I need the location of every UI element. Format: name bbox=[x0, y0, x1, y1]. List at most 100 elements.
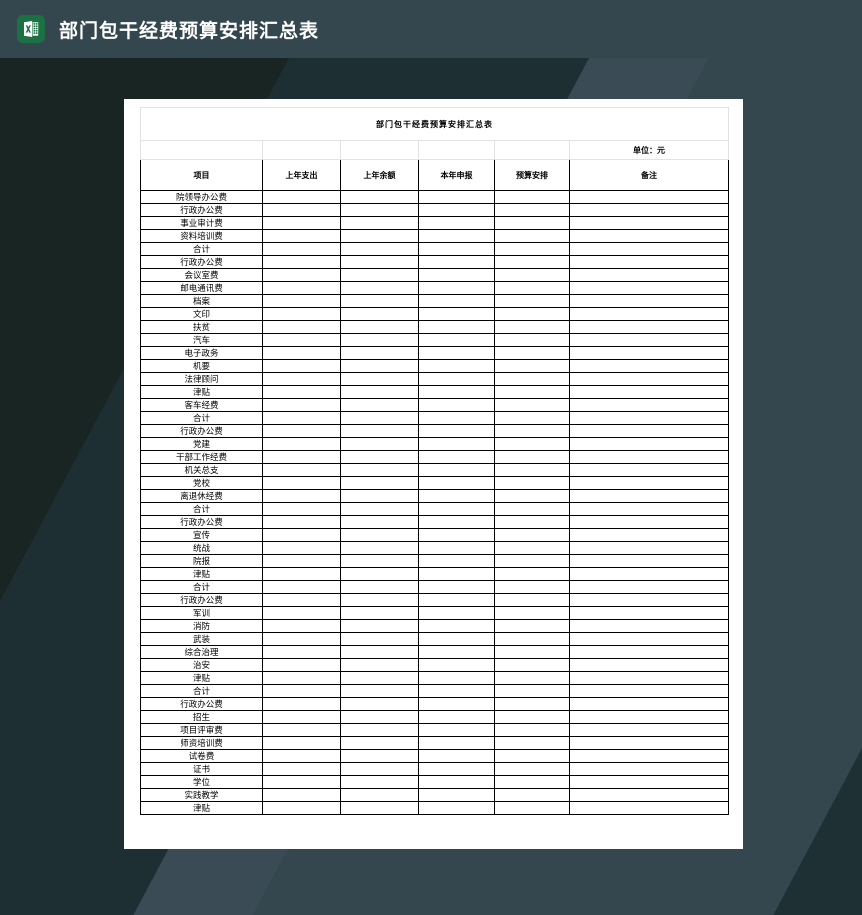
cell-item[interactable]: 宣传 bbox=[140, 528, 263, 542]
cell-y1[interactable] bbox=[262, 268, 341, 282]
cell-item[interactable]: 行政办公费 bbox=[140, 424, 263, 438]
cell-item[interactable]: 院报 bbox=[140, 554, 263, 568]
cell-y1[interactable] bbox=[262, 528, 341, 542]
cell-y1[interactable] bbox=[262, 619, 341, 633]
cell-note[interactable] bbox=[568, 489, 730, 503]
cell-y2[interactable] bbox=[340, 229, 419, 243]
cell-y2[interactable] bbox=[340, 541, 419, 555]
cell-note[interactable] bbox=[568, 515, 730, 529]
table-row[interactable]: 机关总支 bbox=[140, 463, 730, 477]
cell-y4[interactable] bbox=[494, 658, 570, 672]
cell-note[interactable] bbox=[568, 255, 730, 269]
cell-y1[interactable] bbox=[262, 216, 341, 230]
cell-item[interactable]: 治安 bbox=[140, 658, 263, 672]
cell-item[interactable]: 试卷费 bbox=[140, 749, 263, 763]
cell-y3[interactable] bbox=[418, 190, 495, 204]
cell-y1[interactable] bbox=[262, 476, 341, 490]
table-row[interactable]: 津贴 bbox=[140, 567, 730, 581]
cell-item[interactable]: 党建 bbox=[140, 437, 263, 451]
cell-y1[interactable] bbox=[262, 580, 341, 594]
cell-y4[interactable] bbox=[494, 632, 570, 646]
cell-item[interactable]: 军训 bbox=[140, 606, 263, 620]
table-row[interactable]: 合计 bbox=[140, 580, 730, 594]
table-row[interactable]: 合计 bbox=[140, 242, 730, 256]
cell-note[interactable] bbox=[568, 307, 730, 321]
cell-y4[interactable] bbox=[494, 463, 570, 477]
cell-y4[interactable] bbox=[494, 580, 570, 594]
cell-item[interactable]: 行政办公费 bbox=[140, 255, 263, 269]
cell-item[interactable]: 档案 bbox=[140, 294, 263, 308]
cell-item[interactable]: 会议室费 bbox=[140, 268, 263, 282]
cell-note[interactable] bbox=[568, 541, 730, 555]
cell-y4[interactable] bbox=[494, 281, 570, 295]
table-row[interactable]: 机要 bbox=[140, 359, 730, 373]
cell-item[interactable]: 武装 bbox=[140, 632, 263, 646]
cell-y3[interactable] bbox=[418, 567, 495, 581]
cell-note[interactable] bbox=[568, 281, 730, 295]
cell-y4[interactable] bbox=[494, 190, 570, 204]
table-row[interactable]: 证书 bbox=[140, 762, 730, 776]
cell-y4[interactable] bbox=[494, 385, 570, 399]
cell-item[interactable]: 津贴 bbox=[140, 567, 263, 581]
cell-y4[interactable] bbox=[494, 320, 570, 334]
cell-y2[interactable] bbox=[340, 333, 419, 347]
cell-item[interactable]: 机要 bbox=[140, 359, 263, 373]
cell-y1[interactable] bbox=[262, 372, 341, 386]
cell-note[interactable] bbox=[568, 554, 730, 568]
table-row[interactable]: 合计 bbox=[140, 411, 730, 425]
cell-y4[interactable] bbox=[494, 294, 570, 308]
cell-y3[interactable] bbox=[418, 801, 495, 815]
cell-y4[interactable] bbox=[494, 242, 570, 256]
cell-y3[interactable] bbox=[418, 268, 495, 282]
cell-note[interactable] bbox=[568, 593, 730, 607]
cell-y3[interactable] bbox=[418, 320, 495, 334]
cell-y1[interactable] bbox=[262, 723, 341, 737]
cell-note[interactable] bbox=[568, 372, 730, 386]
cell-y2[interactable] bbox=[340, 684, 419, 698]
table-row[interactable]: 项目评审费 bbox=[140, 723, 730, 737]
cell-y2[interactable] bbox=[340, 242, 419, 256]
table-row[interactable]: 档案 bbox=[140, 294, 730, 308]
cell-y3[interactable] bbox=[418, 398, 495, 412]
cell-y2[interactable] bbox=[340, 528, 419, 542]
cell-y3[interactable] bbox=[418, 736, 495, 750]
cell-y2[interactable] bbox=[340, 424, 419, 438]
table-row[interactable]: 客车经费 bbox=[140, 398, 730, 412]
cell-y4[interactable] bbox=[494, 437, 570, 451]
cell-y3[interactable] bbox=[418, 515, 495, 529]
cell-note[interactable] bbox=[568, 528, 730, 542]
cell-y4[interactable] bbox=[494, 424, 570, 438]
cell-y1[interactable] bbox=[262, 190, 341, 204]
cell-y1[interactable] bbox=[262, 593, 341, 607]
table-row[interactable]: 电子政务 bbox=[140, 346, 730, 360]
cell-note[interactable] bbox=[568, 333, 730, 347]
cell-y3[interactable] bbox=[418, 528, 495, 542]
cell-y4[interactable] bbox=[494, 775, 570, 789]
table-row[interactable]: 行政办公费 bbox=[140, 697, 730, 711]
cell-item[interactable]: 统战 bbox=[140, 541, 263, 555]
cell-y1[interactable] bbox=[262, 242, 341, 256]
cell-y3[interactable] bbox=[418, 593, 495, 607]
cell-y4[interactable] bbox=[494, 697, 570, 711]
cell-y2[interactable] bbox=[340, 281, 419, 295]
cell-note[interactable] bbox=[568, 294, 730, 308]
table-row[interactable]: 合计 bbox=[140, 502, 730, 516]
cell-item[interactable]: 邮电通讯费 bbox=[140, 281, 263, 295]
cell-y3[interactable] bbox=[418, 710, 495, 724]
cell-y2[interactable] bbox=[340, 775, 419, 789]
cell-item[interactable]: 离退休经费 bbox=[140, 489, 263, 503]
cell-item[interactable]: 扶贫 bbox=[140, 320, 263, 334]
cell-note[interactable] bbox=[568, 671, 730, 685]
cell-note[interactable] bbox=[568, 580, 730, 594]
cell-note[interactable] bbox=[568, 801, 730, 815]
cell-y4[interactable] bbox=[494, 333, 570, 347]
cell-note[interactable] bbox=[568, 437, 730, 451]
table-row[interactable]: 党建 bbox=[140, 437, 730, 451]
cell-item[interactable]: 行政办公费 bbox=[140, 697, 263, 711]
cell-item[interactable]: 干部工作经费 bbox=[140, 450, 263, 464]
cell-note[interactable] bbox=[568, 216, 730, 230]
cell-y3[interactable] bbox=[418, 619, 495, 633]
cell-y1[interactable] bbox=[262, 294, 341, 308]
cell-y2[interactable] bbox=[340, 294, 419, 308]
cell-y3[interactable] bbox=[418, 437, 495, 451]
